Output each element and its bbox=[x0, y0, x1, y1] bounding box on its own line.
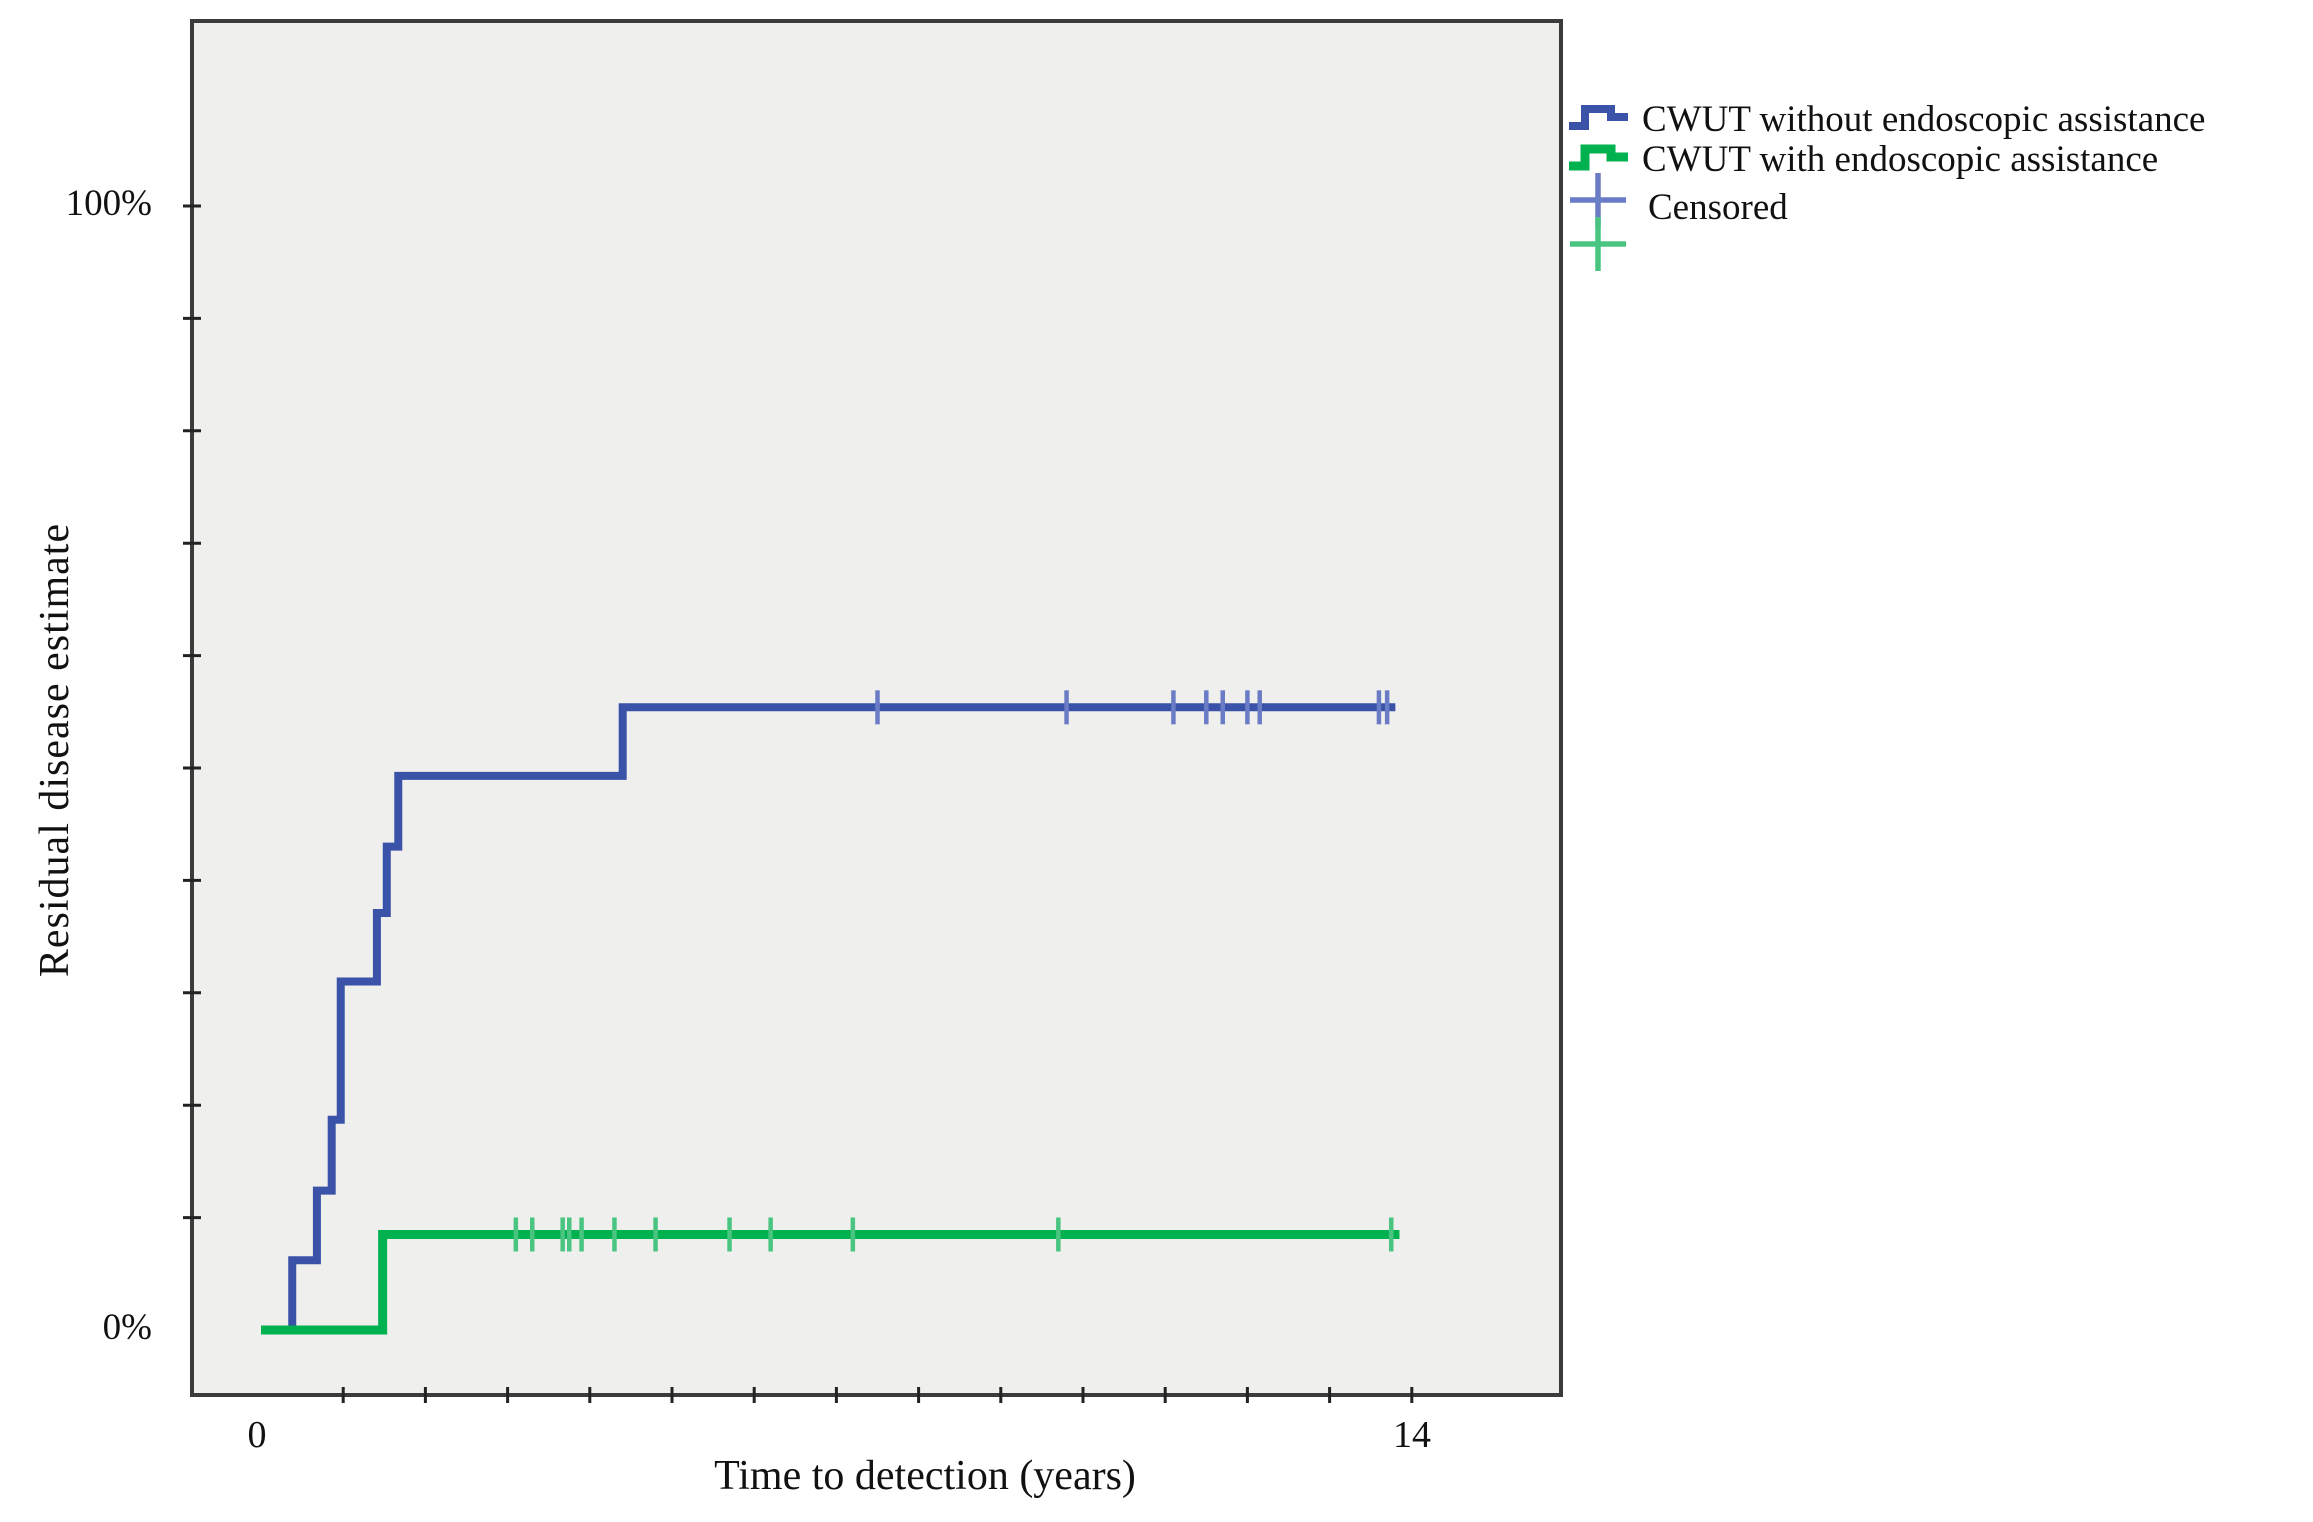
x-tick-label-14: 14 bbox=[1393, 1414, 1431, 1456]
series-curve-0 bbox=[261, 703, 1396, 1334]
legend-label-cwut-without: CWUT without endoscopic assistance bbox=[1642, 99, 2206, 140]
y-tick-label-100: 100% bbox=[65, 183, 152, 224]
legend-step-blue-icon bbox=[1569, 105, 1628, 130]
legend-step-green-icon bbox=[1569, 144, 1628, 171]
y-axis-title: Residual disease estimate bbox=[32, 522, 78, 978]
x-tick-label-0: 0 bbox=[247, 1414, 267, 1456]
series-curve-1 bbox=[261, 1229, 1400, 1335]
y-tick-label-0: 0% bbox=[102, 1307, 152, 1348]
x-axis-title: Time to detection (years) bbox=[714, 1453, 1136, 1499]
legend-label-censored: Censored bbox=[1648, 187, 1788, 228]
legend-censored-green-plus-icon bbox=[1570, 217, 1626, 271]
legend-label-cwut-with: CWUT with endoscopic assistance bbox=[1642, 139, 2159, 180]
